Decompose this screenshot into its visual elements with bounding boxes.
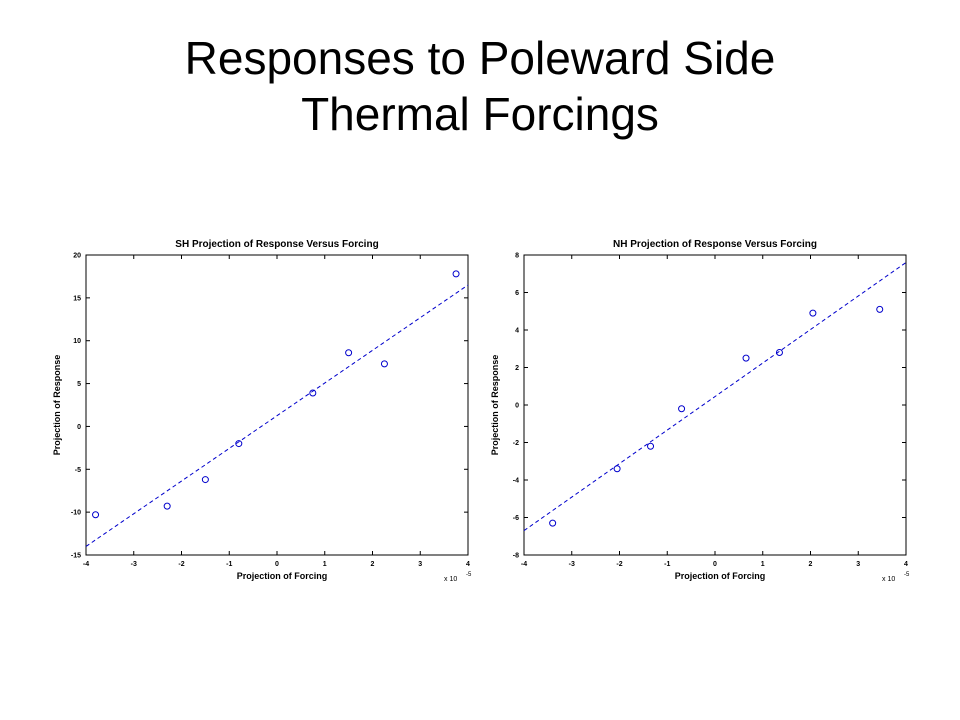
slide-title-line-2: Thermal Forcings [301,88,659,140]
sh-y-tick-label: 15 [73,295,81,302]
sh-x-tick-label: -4 [83,561,89,568]
sh-y-tick-label: -10 [71,510,81,517]
sh-x-tick-label: -1 [226,561,232,568]
nh-y-tick-label: -4 [513,478,519,485]
sh-data-point [92,511,100,519]
nh-y-tick-label: 2 [515,365,519,372]
sh-y-tick-label: -5 [75,467,81,474]
nh-x-tick-label: 1 [761,561,765,568]
nh-y-axis-label: Projection of Response [490,355,500,456]
nh-x-tick-label: -3 [569,561,575,568]
nh-y-tick-label: -2 [513,440,519,447]
sh-data-point [163,502,171,510]
sh-x-tick-label: -2 [178,561,184,568]
sh-fit-line [85,284,469,547]
sh-y-tick-label: 10 [73,338,81,345]
sh-scatter-chart: SH Projection of Response Versus Forcing… [40,225,480,595]
sh-x-multiplier-exp: -5 [466,572,472,578]
nh-data-point [678,405,686,413]
nh-data-point [613,465,621,473]
sh-data-point [201,476,209,484]
nh-data-point [742,354,750,362]
sh-y-tick-label: 0 [77,424,81,431]
nh-y-tick-label: 8 [515,253,519,260]
sh-data-point [235,440,243,448]
nh-plot-frame [523,254,907,556]
nh-y-tick-label: 0 [515,403,519,410]
nh-data-point [775,349,783,356]
sh-y-tick-label: 5 [77,381,81,388]
nh-x-tick-label: -1 [664,561,670,568]
nh-data-point [809,309,817,317]
nh-x-axis-label: Projection of Forcing [675,571,766,581]
nh-chart-title: NH Projection of Response Versus Forcing [613,239,817,250]
nh-data-point [647,442,655,450]
sh-data-point [309,389,317,397]
slide-title: Responses to Poleward Side Thermal Forci… [0,30,960,142]
sh-data-point [380,360,388,368]
nh-x-tick-label: 4 [904,561,908,568]
nh-y-tick-label: 4 [515,328,519,335]
sh-x-tick-label: 0 [275,561,279,568]
nh-x-multiplier-exp: -5 [904,572,910,578]
sh-x-tick-label: 2 [371,561,375,568]
sh-chart-svg: SH Projection of Response Versus Forcing… [52,239,472,583]
nh-chart-svg: NH Projection of Response Versus Forcing… [490,239,910,583]
sh-y-tick-label: 20 [73,253,81,260]
nh-data-point [876,305,884,313]
nh-y-tick-label: -6 [513,515,519,522]
sh-y-tick-label: -15 [71,553,81,560]
sh-x-axis-label: Projection of Forcing [237,571,328,581]
sh-plot-frame [85,254,469,556]
slide-title-line-1: Responses to Poleward Side [184,32,776,84]
sh-x-tick-label: 4 [466,561,470,568]
sh-x-tick-label: -3 [131,561,137,568]
nh-fit-line [523,262,907,532]
nh-x-tick-label: -2 [616,561,622,568]
sh-chart-title: SH Projection of Response Versus Forcing [175,239,378,250]
sh-y-axis-label: Projection of Response [52,355,62,456]
sh-data-point [345,349,353,357]
nh-x-tick-label: -4 [521,561,527,568]
sh-data-point [452,270,460,278]
nh-x-multiplier-base: x 10 [882,576,895,583]
nh-y-tick-label: -8 [513,553,519,560]
sh-x-tick-label: 3 [418,561,422,568]
sh-x-tick-label: 1 [323,561,327,568]
nh-data-point [549,519,557,527]
nh-y-tick-label: 6 [515,290,519,297]
nh-x-tick-label: 0 [713,561,717,568]
sh-x-multiplier-base: x 10 [444,576,457,583]
nh-x-multiplier: x 10 -5 [882,572,910,583]
nh-scatter-chart: NH Projection of Response Versus Forcing… [478,225,918,595]
nh-x-tick-label: 2 [809,561,813,568]
sh-x-multiplier: x 10 -5 [444,572,472,583]
nh-x-tick-label: 3 [856,561,860,568]
